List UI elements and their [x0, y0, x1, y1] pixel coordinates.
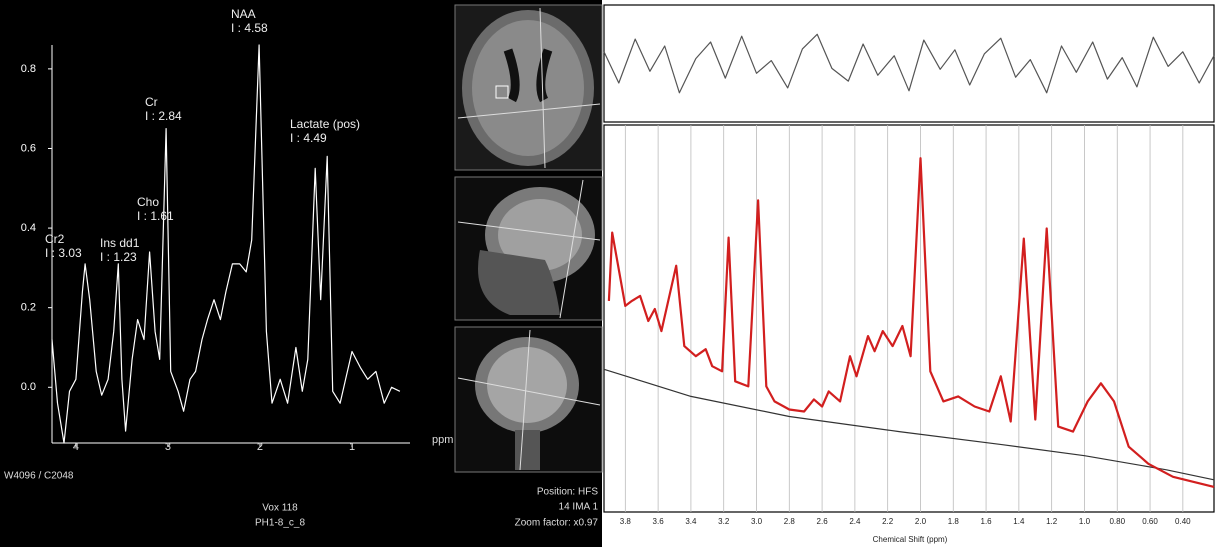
peak-label: Cho: [137, 195, 159, 209]
y-tick-label: 0.2: [21, 302, 36, 314]
x-tick-label: 2.6: [817, 517, 829, 526]
peak-label: Ins dd1: [100, 236, 140, 250]
x-tick-label: 2.0: [915, 517, 927, 526]
window-level: W4096 / C2048: [4, 471, 74, 482]
x-tick-label: 0.60: [1142, 517, 1158, 526]
mri-sagittal: [455, 177, 602, 320]
y-tick-label: 0.4: [21, 222, 36, 234]
mri-axial: [455, 5, 602, 170]
voxel: Vox 118: [262, 503, 298, 514]
x-tick-label: 2.2: [882, 517, 894, 526]
x-tick-label: 1.0: [1079, 517, 1091, 526]
x-tick-label: 3.0: [751, 517, 763, 526]
x-tick-label: 1.2: [1046, 517, 1058, 526]
mri-coronal: [455, 327, 602, 472]
x-tick-label: 1: [349, 441, 355, 453]
peak-label: I : 2.84: [145, 109, 182, 123]
x-tick-label: 1.6: [981, 517, 993, 526]
x-tick-label: 3.2: [718, 517, 730, 526]
peak-label: I : 4.49: [290, 131, 327, 145]
peak-label: NAA: [231, 7, 256, 21]
series-name: PH1-8_c_8: [255, 518, 305, 529]
x-tick-label: 4: [73, 441, 79, 453]
x-tick-label: 3: [165, 441, 171, 453]
peak-label: Cr2: [45, 232, 65, 246]
position: Position: HFS: [537, 487, 598, 498]
y-tick-label: 0.0: [21, 381, 36, 393]
peak-label: Lactate (pos): [290, 117, 360, 131]
image-id: 14 IMA 1: [559, 502, 599, 513]
x-tick-label: 2: [257, 441, 263, 453]
x-tick-label: 1.8: [948, 517, 960, 526]
peak-label: I : 3.03: [45, 246, 82, 260]
x-tick-label: 0.40: [1175, 517, 1191, 526]
x-tick-label: 3.6: [653, 517, 665, 526]
x-tick-label: 1.4: [1013, 517, 1025, 526]
peak-label: I : 1.61: [137, 209, 174, 223]
zoom: Zoom factor: x0.97: [515, 518, 599, 529]
x-tick-label: 0.80: [1109, 517, 1125, 526]
page: W4096 / C2048 Vox 118 PH1-8_c_8 Position…: [0, 0, 1217, 547]
x-tick-label: 3.8: [620, 517, 632, 526]
y-tick-label: 0.8: [21, 63, 36, 75]
x-tick-label: 2.4: [849, 517, 861, 526]
y-tick-label: 0.6: [21, 142, 36, 154]
figure: W4096 / C2048 Vox 118 PH1-8_c_8 Position…: [0, 0, 1217, 547]
light-panel: [602, 0, 1217, 547]
x-tick-label: 3.4: [685, 517, 697, 526]
peak-label: I : 4.58: [231, 21, 268, 35]
x-axis-label: ppm: [432, 434, 453, 446]
peak-label: Cr: [145, 95, 158, 109]
peak-label: I : 1.23: [100, 250, 137, 264]
x-axis-label: Chemical Shift (ppm): [873, 535, 948, 544]
x-tick-label: 2.8: [784, 517, 796, 526]
